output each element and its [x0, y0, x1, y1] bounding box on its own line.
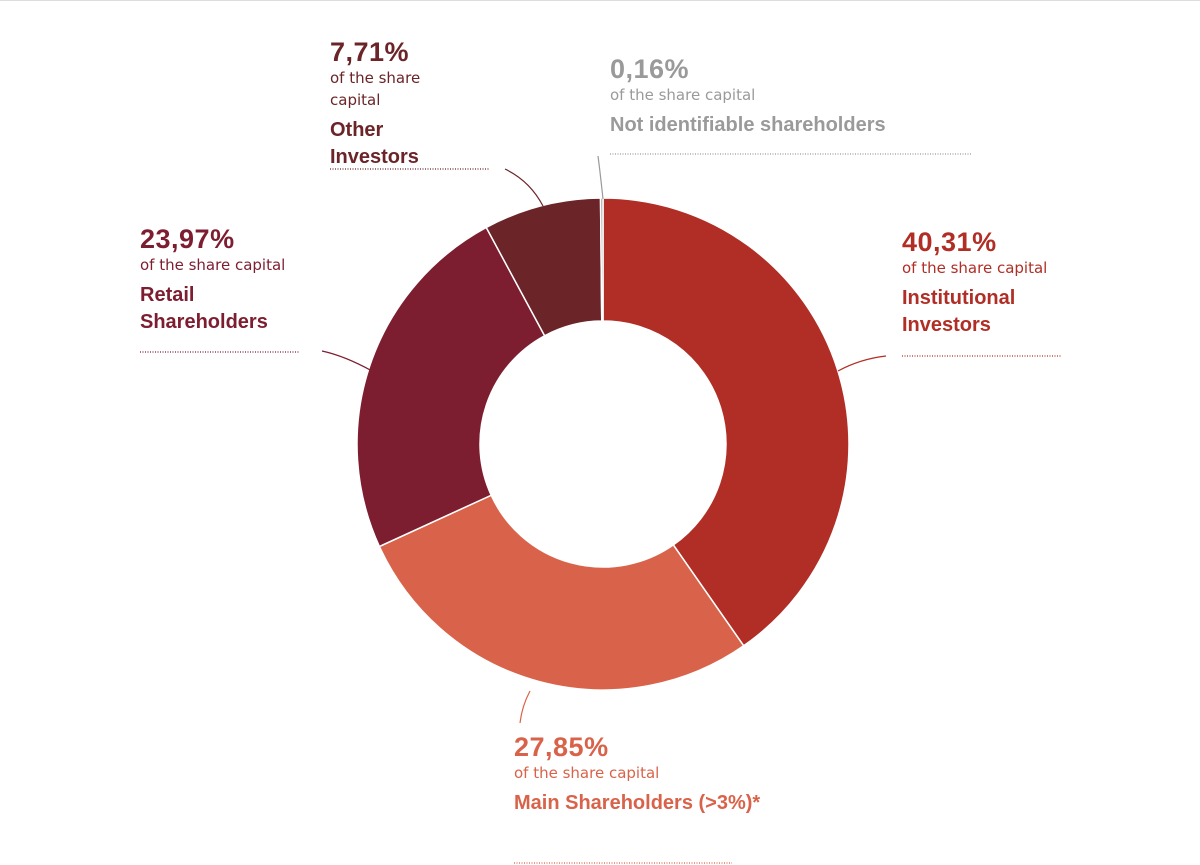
leader-line — [597, 155, 604, 200]
category-label: Retail Shareholders — [140, 284, 268, 333]
value-caption: of the share capital — [610, 86, 756, 104]
donut-slice — [356, 226, 546, 548]
value-label: 0,16% — [610, 54, 690, 84]
value-label: 7,71% — [330, 37, 410, 67]
slice-label: 27,85% of the share capital Main Sharehold… — [514, 732, 764, 817]
slice-label: 40,31% of the share capital Institutional … — [902, 227, 1072, 339]
leader-line — [837, 355, 887, 372]
slice-label: 23,97% of the share capital Retail Shareho… — [140, 224, 310, 336]
value-caption: of the share capital — [902, 259, 1048, 277]
value-label: 23,97% — [140, 224, 235, 254]
slice-label: 0,16% of the share capital Not identifiabl… — [610, 54, 1010, 139]
value-label: 27,85% — [514, 732, 609, 762]
category-label: Main Shareholders (>3%)* — [514, 792, 761, 814]
leader-line — [519, 690, 531, 724]
category-label: Institutional Investors — [902, 287, 1016, 336]
category-label: Not identifiable shareholders — [610, 114, 886, 136]
category-label: Other Investors — [330, 119, 419, 168]
slice-label: 7,71% of the share capital Other Investors — [330, 37, 460, 171]
value-label: 40,31% — [902, 227, 997, 257]
donut-slice — [599, 197, 604, 322]
leader-line — [504, 168, 544, 207]
value-caption: of the share capital — [514, 764, 660, 782]
leader-line — [321, 350, 373, 372]
donut-slice — [378, 494, 745, 691]
donut-slice — [602, 197, 850, 647]
value-caption: of the share capital — [140, 256, 286, 274]
value-caption: of the share capital — [330, 69, 421, 109]
